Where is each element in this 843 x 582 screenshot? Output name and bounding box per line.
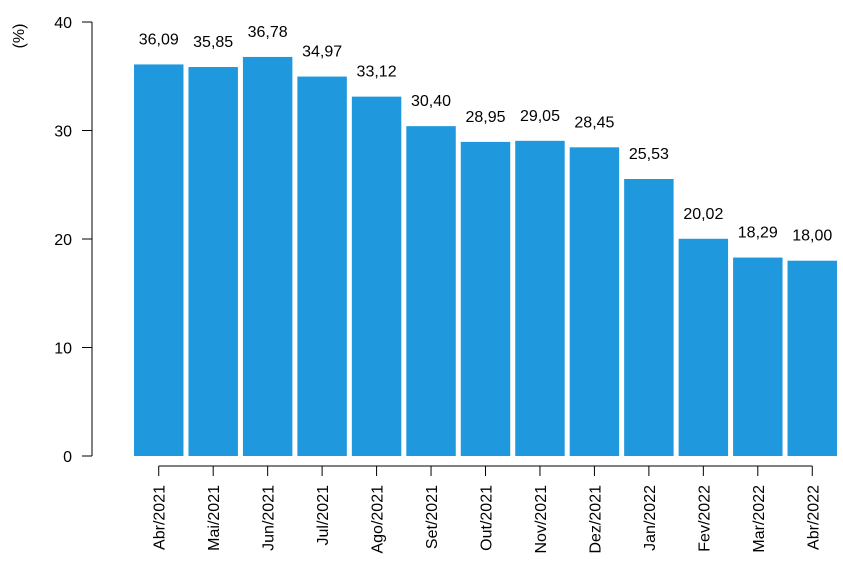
bar — [351, 96, 402, 456]
data-label: 28,95 — [465, 109, 505, 126]
x-tick-label: Nov/2021 — [533, 485, 550, 554]
y-tick-label: 10 — [54, 341, 72, 358]
bar — [678, 238, 729, 456]
data-label: 18,00 — [792, 228, 832, 245]
data-label: 33,12 — [357, 64, 397, 81]
x-tick-label: Abr/2021 — [152, 485, 169, 550]
bar — [242, 56, 293, 456]
data-labels: 36,09 35,85 36,78 34,97 33,12 30,40 28,95 29,05… — [139, 24, 833, 245]
data-label: 20,02 — [683, 206, 723, 223]
y-tick-label: 40 — [54, 15, 72, 32]
data-label: 29,05 — [520, 108, 560, 125]
bar — [406, 126, 456, 456]
data-label: 35,85 — [193, 34, 233, 51]
x-tick-label: Out/2021 — [479, 485, 496, 551]
y-tick-label: 20 — [54, 232, 72, 249]
x-tick-label: Jul/2021 — [315, 485, 332, 546]
data-label: 18,29 — [738, 225, 778, 242]
bar — [297, 76, 347, 456]
y-axis: 0 10 20 30 40 — [54, 15, 93, 466]
data-label: 34,97 — [302, 44, 342, 61]
y-tick-label: 30 — [54, 124, 72, 141]
data-label: 28,45 — [574, 114, 614, 131]
x-tick-label: Ago/2021 — [370, 485, 387, 554]
bar — [460, 141, 511, 456]
x-tick-label: Set/2021 — [424, 485, 441, 549]
x-axis: Abr/2021 Mai/2021 Jun/2021 Jul/2021 Ago/2021… — [152, 465, 822, 554]
bar — [515, 140, 565, 456]
bar — [569, 147, 620, 456]
x-tick-label: Fev/2022 — [696, 485, 713, 552]
x-tick-label: Jan/2022 — [642, 485, 659, 551]
bars — [134, 56, 837, 457]
bar — [733, 257, 783, 456]
bar — [624, 178, 674, 456]
data-label: 25,53 — [629, 146, 669, 163]
y-tick-label: 0 — [63, 449, 72, 466]
data-label: 36,09 — [139, 31, 179, 48]
x-tick-label: Mai/2021 — [206, 485, 223, 551]
data-label: 30,40 — [411, 93, 451, 110]
y-axis-label: (%) — [11, 24, 28, 49]
bar — [787, 260, 837, 456]
data-label: 36,78 — [248, 24, 288, 41]
x-tick-label: Mar/2022 — [751, 485, 768, 553]
bar — [188, 67, 238, 456]
bar — [134, 64, 184, 457]
x-tick-label: Jun/2021 — [261, 485, 278, 551]
x-tick-label: Dez/2021 — [587, 485, 604, 554]
x-tick-label: Abr/2022 — [805, 485, 822, 550]
